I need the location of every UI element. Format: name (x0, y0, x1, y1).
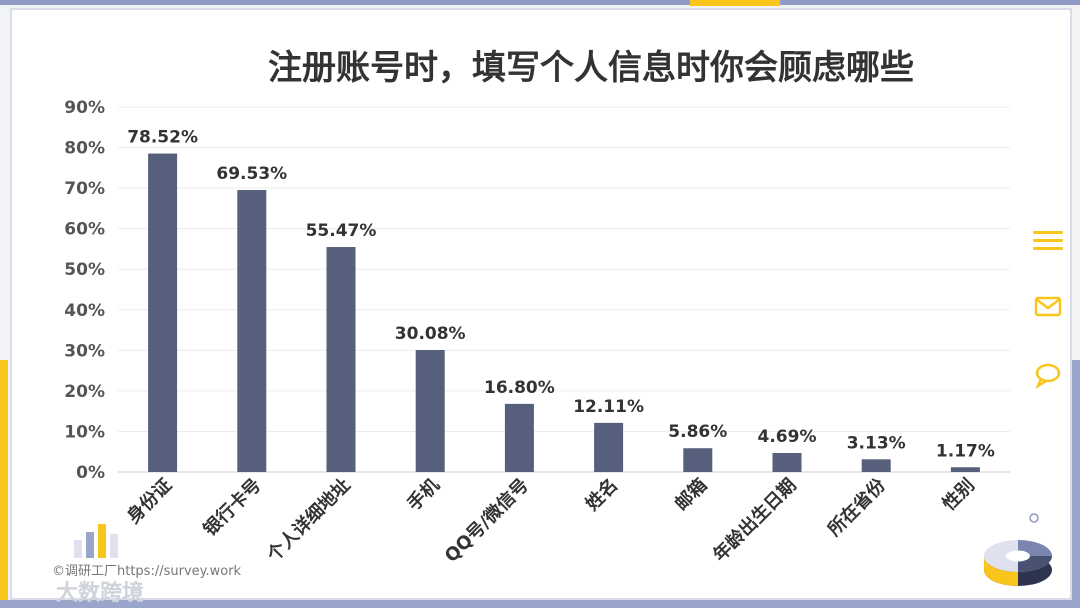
y-tick-label: 40% (64, 301, 105, 321)
y-tick-label: 30% (64, 341, 105, 361)
y-axis-ticks: 0% 10% 20% 30% 40% 50% 60% 70% 80% 90% (64, 98, 105, 483)
data-label: 3.13% (847, 433, 906, 453)
y-tick-label: 0% (76, 463, 105, 483)
category-label: 性别 (938, 474, 979, 515)
bar (683, 448, 713, 472)
frame-bottom-bar (0, 600, 1080, 608)
mail-icon (1034, 296, 1062, 317)
category-label: 手机 (403, 474, 444, 515)
category-label: 姓名 (581, 474, 622, 515)
category-label: QQ号/微信号 (440, 474, 533, 567)
data-label: 55.47% (306, 221, 377, 241)
bar (237, 190, 267, 473)
data-label: 4.69% (758, 427, 817, 447)
y-tick-label: 80% (64, 139, 105, 159)
bar (415, 350, 445, 472)
category-label: 邮箱 (670, 474, 711, 515)
pie-decoration-icon (984, 540, 1052, 586)
chart-title: 注册账号时，填写个人信息时你会顾虑哪些 (268, 48, 914, 88)
data-label: 12.11% (573, 397, 644, 417)
category-label: 个人详细地址 (262, 474, 355, 567)
bar (326, 247, 356, 472)
y-tick-label: 70% (64, 179, 105, 199)
data-label: 78.52% (127, 128, 198, 148)
bars-decoration-icon (74, 524, 118, 558)
bar (594, 422, 624, 472)
brand-logo: 大数跨境 (56, 581, 145, 606)
bar (504, 403, 534, 472)
frame-right-accent (1072, 360, 1080, 600)
data-label: 5.86% (668, 422, 727, 442)
data-label: 1.17% (936, 441, 995, 461)
circle-decoration-icon (1029, 513, 1039, 523)
watermark: ©调研工厂https://survey.work (52, 564, 242, 579)
y-tick-label: 10% (64, 422, 105, 442)
frame-top-bar (0, 0, 1080, 5)
data-label: 16.80% (484, 378, 555, 398)
data-label: 30.08% (395, 324, 466, 344)
bar (861, 459, 891, 472)
grid-lines (118, 106, 1010, 473)
y-tick-label: 20% (64, 382, 105, 402)
y-tick-label: 60% (64, 220, 105, 240)
category-label: 所在省份 (823, 473, 890, 540)
bar (950, 467, 980, 472)
bar (772, 452, 802, 472)
frame-top-accent (690, 0, 780, 6)
category-label: 年龄出生日期 (709, 474, 801, 566)
category-label: 银行卡号 (199, 474, 265, 540)
bars (148, 153, 980, 473)
menu-icon (1033, 231, 1063, 250)
data-labels: 78.52% 69.53% 55.47% 30.08% 16.80% 12.11% 5.86… (127, 128, 995, 462)
frame-left-accent (0, 360, 8, 600)
y-tick-label: 90% (64, 98, 105, 118)
chat-icon (1035, 363, 1061, 390)
data-label: 69.53% (216, 164, 287, 184)
y-tick-label: 50% (64, 260, 105, 280)
bar (148, 153, 178, 472)
